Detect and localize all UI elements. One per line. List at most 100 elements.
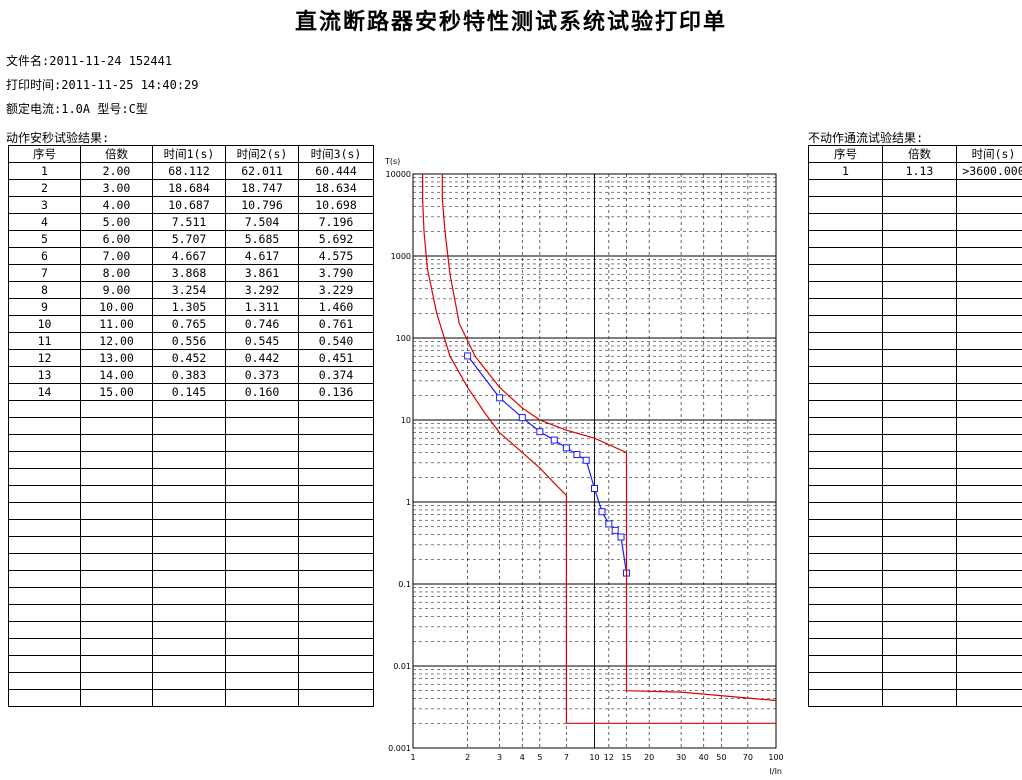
- nonaction-table-empty-cell: [882, 519, 957, 537]
- x-tick-label: 20: [644, 753, 654, 762]
- nonaction-table-empty-cell: [956, 451, 1022, 469]
- action-table-empty-cell: [152, 587, 226, 605]
- action-table-header-cell: 时间2(s): [225, 145, 299, 163]
- action-table-cell: 5.00: [80, 213, 153, 231]
- nonaction-table-empty-cell: [956, 672, 1022, 690]
- action-table-empty-cell: [152, 485, 226, 503]
- nonaction-table-empty-cell: [808, 230, 883, 248]
- print-time-text: 打印时间:2011-11-25 14:40:29: [6, 78, 199, 92]
- nonaction-table-empty-cell: [808, 247, 883, 265]
- nonaction-table-empty-cell: [808, 196, 883, 214]
- action-table-cell: 7.196: [298, 213, 374, 231]
- action-table-empty-cell: [152, 570, 226, 588]
- x-tick-label: 10: [589, 753, 599, 762]
- action-table-cell: 5: [8, 230, 81, 248]
- action-table-cell: 13.00: [80, 349, 153, 367]
- file-name-text: 文件名:2011-11-24 152441: [6, 54, 173, 68]
- action-table-empty-cell: [152, 468, 226, 486]
- action-table-header-cell: 时间3(s): [298, 145, 374, 163]
- action-table-empty-row: [8, 553, 374, 571]
- action-table-empty-row: [8, 621, 374, 639]
- action-table-row: 2 3.00 18.684 18.747 18.634: [8, 179, 374, 197]
- nonaction-table-empty-cell: [808, 332, 883, 350]
- action-table-cell: 3.790: [298, 264, 374, 282]
- action-table-empty-cell: [298, 570, 374, 588]
- nonaction-table-empty-cell: [808, 672, 883, 690]
- action-table-header-cell: 时间1(s): [152, 145, 226, 163]
- action-table-cell: 2: [8, 179, 81, 197]
- nonaction-table-empty-cell: [882, 485, 957, 503]
- nonaction-table-empty-cell: [808, 179, 883, 197]
- nonaction-table-empty-cell: [882, 621, 957, 639]
- action-table-cell: 3.861: [225, 264, 299, 282]
- action-table-cell: 4: [8, 213, 81, 231]
- nonaction-table-empty-cell: [882, 264, 957, 282]
- action-table-empty-cell: [80, 621, 153, 639]
- nonaction-table-empty-cell: [882, 689, 957, 707]
- data-point-marker: [536, 428, 544, 436]
- action-table-label: 动作安秒试验结果:: [6, 131, 110, 145]
- data-point-marker: [573, 451, 581, 459]
- nonaction-table-empty-row: [808, 383, 1022, 401]
- nonaction-table-empty-cell: [808, 281, 883, 299]
- action-table-cell: 0.556: [152, 332, 226, 350]
- nonaction-table-empty-cell: [882, 451, 957, 469]
- nonaction-table-empty-cell: [808, 502, 883, 520]
- action-table-cell: 13: [8, 366, 81, 384]
- action-table-cell: 12: [8, 349, 81, 367]
- nonaction-table-empty-row: [808, 298, 1022, 316]
- action-table-cell: 11: [8, 332, 81, 350]
- nonaction-table-empty-row: [808, 502, 1022, 520]
- action-table-empty-cell: [225, 638, 299, 656]
- action-table-empty-cell: [8, 485, 81, 503]
- action-table-empty-cell: [8, 570, 81, 588]
- nonaction-table-empty-row: [808, 332, 1022, 350]
- action-table-empty-cell: [80, 570, 153, 588]
- nonaction-table-empty-row: [808, 247, 1022, 265]
- action-table-empty-cell: [225, 621, 299, 639]
- nonaction-table-empty-cell: [956, 519, 1022, 537]
- nonaction-table-empty-cell: [808, 400, 883, 418]
- action-table-empty-cell: [298, 519, 374, 537]
- nonaction-table-empty-row: [808, 349, 1022, 367]
- nonaction-table-empty-cell: [808, 468, 883, 486]
- action-table-row: 9 10.00 1.305 1.311 1.460: [8, 298, 374, 316]
- x-tick-label: 40: [699, 753, 709, 762]
- nonaction-table-empty-cell: [882, 536, 957, 554]
- action-table-empty-cell: [225, 400, 299, 418]
- action-table-empty-cell: [225, 451, 299, 469]
- action-table-empty-row: [8, 451, 374, 469]
- nonaction-table-empty-cell: [808, 451, 883, 469]
- action-table-empty-cell: [80, 587, 153, 605]
- action-table-header-cell: 倍数: [80, 145, 153, 163]
- action-table-row: 14 15.00 0.145 0.160 0.136: [8, 383, 374, 401]
- x-tick-label: 30: [676, 753, 686, 762]
- data-point-marker: [611, 526, 619, 534]
- action-table-empty-cell: [298, 434, 374, 452]
- action-table-cell: 4.617: [225, 247, 299, 265]
- nonaction-table-empty-row: [808, 400, 1022, 418]
- action-table-empty-row: [8, 417, 374, 435]
- action-table-cell: 8.00: [80, 264, 153, 282]
- action-table-empty-cell: [152, 655, 226, 673]
- action-table-empty-row: [8, 536, 374, 554]
- action-table-empty-cell: [80, 604, 153, 622]
- y-tick-label: 0.01: [393, 662, 411, 671]
- action-table-empty-row: [8, 519, 374, 537]
- nonaction-table-empty-cell: [808, 213, 883, 231]
- action-table-row: 10 11.00 0.765 0.746 0.761: [8, 315, 374, 333]
- action-table-cell: 0.383: [152, 366, 226, 384]
- nonaction-table-empty-cell: [882, 366, 957, 384]
- action-table-empty-row: [8, 587, 374, 605]
- nonaction-table-empty-cell: [956, 485, 1022, 503]
- action-table-cell: 0.442: [225, 349, 299, 367]
- action-table-cell: 7.511: [152, 213, 226, 231]
- nonaction-table-empty-cell: [956, 468, 1022, 486]
- nonaction-table-empty-cell: [882, 502, 957, 520]
- nonaction-table-empty-row: [808, 553, 1022, 571]
- action-table-empty-cell: [152, 638, 226, 656]
- nonaction-table-empty-cell: [882, 400, 957, 418]
- action-table-cell: 18.684: [152, 179, 226, 197]
- nonaction-table-empty-row: [808, 196, 1022, 214]
- action-table-cell: 5.692: [298, 230, 374, 248]
